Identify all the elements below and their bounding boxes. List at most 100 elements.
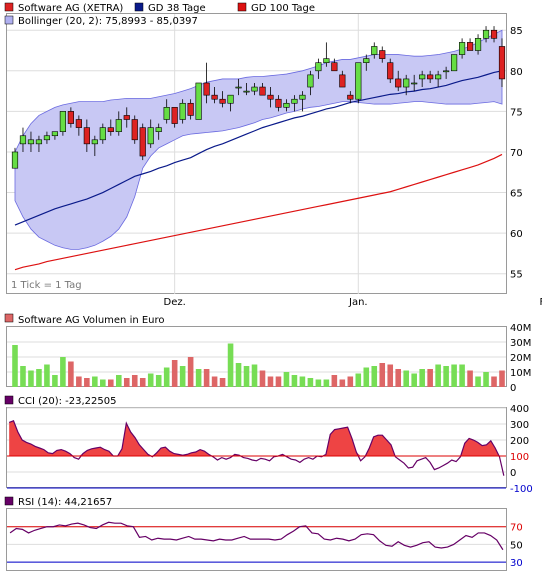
volume-bars (12, 343, 505, 387)
volume-bar (363, 367, 370, 387)
volume-bar (291, 375, 298, 387)
volume-bar (251, 364, 258, 387)
volume-panel: Software AG Volumen in Euro 0 10M 20M 30M 40… (4, 313, 531, 394)
volume-bar (163, 367, 170, 387)
volume-bar (123, 378, 130, 387)
volume-bar (76, 376, 82, 387)
volume-bar (84, 378, 90, 387)
volume-bar (219, 378, 226, 387)
volume-bar (211, 376, 218, 387)
cci-panel: CCI (20): -23,22505 -100 0 100 200 300 400 (4, 395, 533, 495)
volume-bar (379, 363, 386, 387)
volume-bar (451, 364, 457, 387)
candle-body (259, 86, 266, 96)
price-ytick-label: 65 (510, 189, 523, 200)
volume-bar (203, 369, 210, 387)
candle-body (11, 151, 19, 169)
volume-bar (36, 369, 42, 387)
volume-bar (443, 366, 449, 387)
volume-bar (195, 369, 202, 387)
volume-bar (427, 369, 433, 387)
volume-bar (115, 375, 122, 387)
candle-body (315, 62, 322, 72)
candle-body (75, 119, 82, 128)
volume-bar (315, 379, 322, 387)
candle-body (419, 74, 426, 80)
volume-ytick-label: 30M (510, 338, 531, 349)
gd100-legend-label: GD 100 Tage (251, 3, 315, 14)
volume-bar (419, 369, 425, 387)
candle-body (19, 135, 27, 145)
price-plot-frame (6, 13, 507, 294)
candle-body (179, 102, 186, 120)
price-ytick-label: 85 (510, 26, 523, 37)
cci-line (8, 420, 505, 476)
volume-legend-swatch (4, 313, 14, 323)
volume-bar (139, 378, 146, 387)
cci-ytick-label: 200 (510, 436, 529, 447)
volume-bar (307, 378, 314, 387)
volume-bar (459, 364, 465, 387)
candle-body (299, 94, 306, 100)
volume-ytick-label: 40M (510, 323, 531, 334)
candle-body (139, 127, 146, 157)
candle-body (403, 78, 410, 88)
rsi-title: RSI (14): 44,21657 (18, 497, 112, 508)
volume-bar (28, 370, 34, 387)
candle-body (323, 58, 330, 63)
volume-bar (227, 343, 234, 387)
price-xtick-label: Dez. (164, 297, 186, 308)
volume-bar (68, 361, 74, 387)
candle-body (59, 111, 66, 132)
candle-body (443, 70, 450, 73)
volume-bar (259, 370, 266, 387)
candle-body (91, 139, 98, 145)
cci-ytick-label: 100 (510, 452, 529, 463)
cci-ytick-label: 0 (510, 468, 516, 479)
candle-body (331, 62, 338, 72)
volume-bar (499, 370, 505, 387)
candle-body (498, 46, 506, 80)
volume-bar (395, 369, 402, 387)
cci-ytick-label: 300 (510, 420, 529, 431)
candle-body (227, 94, 234, 104)
volume-bar (355, 373, 362, 387)
volume-bar (299, 376, 306, 387)
candle-body (67, 111, 74, 124)
candle-body (83, 127, 90, 145)
candle-body (466, 42, 474, 51)
volume-bar (467, 370, 473, 387)
bollinger-legend-label: Bollinger (20, 2): 75,8993 - 85,0397 (18, 16, 198, 27)
candle-body (163, 107, 170, 120)
candle-body (307, 74, 314, 88)
volume-bar (275, 376, 282, 387)
volume-bar (108, 379, 114, 387)
cci-ytick-label: 400 (510, 404, 529, 415)
volume-bar (283, 372, 290, 387)
cci-fill-area (9, 420, 504, 456)
gd100-line (14, 153, 503, 271)
price-legend-swatch (4, 2, 14, 12)
bollinger-band (14, 29, 503, 250)
candle-body (27, 139, 35, 145)
candle-body (339, 74, 346, 88)
candle-body (187, 102, 194, 116)
rsi-plot-frame (6, 508, 507, 571)
candlesticks (11, 26, 506, 169)
volume-bar (435, 364, 441, 387)
candle-body (283, 102, 290, 108)
volume-bar (60, 357, 66, 387)
candle-body (115, 119, 122, 132)
candle-body (411, 82, 418, 85)
candle-body (379, 50, 386, 59)
gd100-legend-swatch (237, 2, 247, 12)
volume-bar (267, 376, 274, 387)
candle-body (51, 131, 59, 137)
candle-body (123, 115, 130, 120)
volume-bar (92, 376, 98, 387)
volume-bar (243, 366, 250, 387)
candle-body (219, 98, 226, 104)
candle-body (251, 86, 258, 92)
candle-body (267, 94, 274, 100)
